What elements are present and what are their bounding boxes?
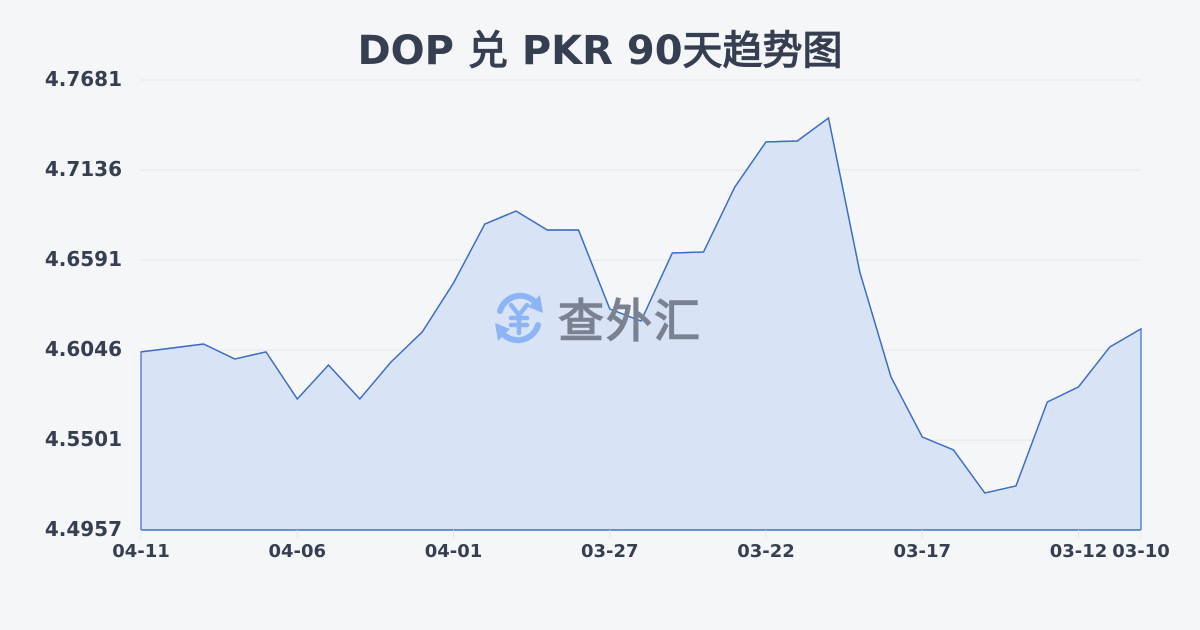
x-tick-label: 04-06	[268, 541, 327, 562]
x-tick-label: 03-10	[1112, 541, 1170, 562]
y-tick-label: 4.6591	[44, 247, 122, 272]
x-tick-label: 03-27	[580, 541, 639, 562]
yuan-exchange-icon	[495, 292, 543, 344]
chart-title: DOP 兑 PKR 90天趋势图	[357, 28, 843, 74]
y-tick-label: 4.7136	[44, 157, 122, 182]
watermark: 查外汇	[488, 285, 702, 351]
y-tick-label: 4.4957	[44, 517, 122, 541]
x-axis-ticks	[140, 530, 1142, 538]
x-tick-label: 03-17	[893, 541, 952, 562]
y-tick-label: 4.6046	[44, 337, 122, 362]
x-tick-label: 03-12	[1049, 541, 1108, 562]
x-tick-label: 04-11	[112, 541, 170, 562]
y-tick-label: 4.7681	[44, 67, 122, 91]
x-tick-label: 03-22	[737, 541, 795, 562]
x-tick-label: 04-01	[424, 541, 483, 562]
y-tick-label: 4.5501	[44, 427, 122, 452]
data-line	[140, 116, 1142, 494]
watermark-text: 查外汇	[558, 294, 702, 348]
